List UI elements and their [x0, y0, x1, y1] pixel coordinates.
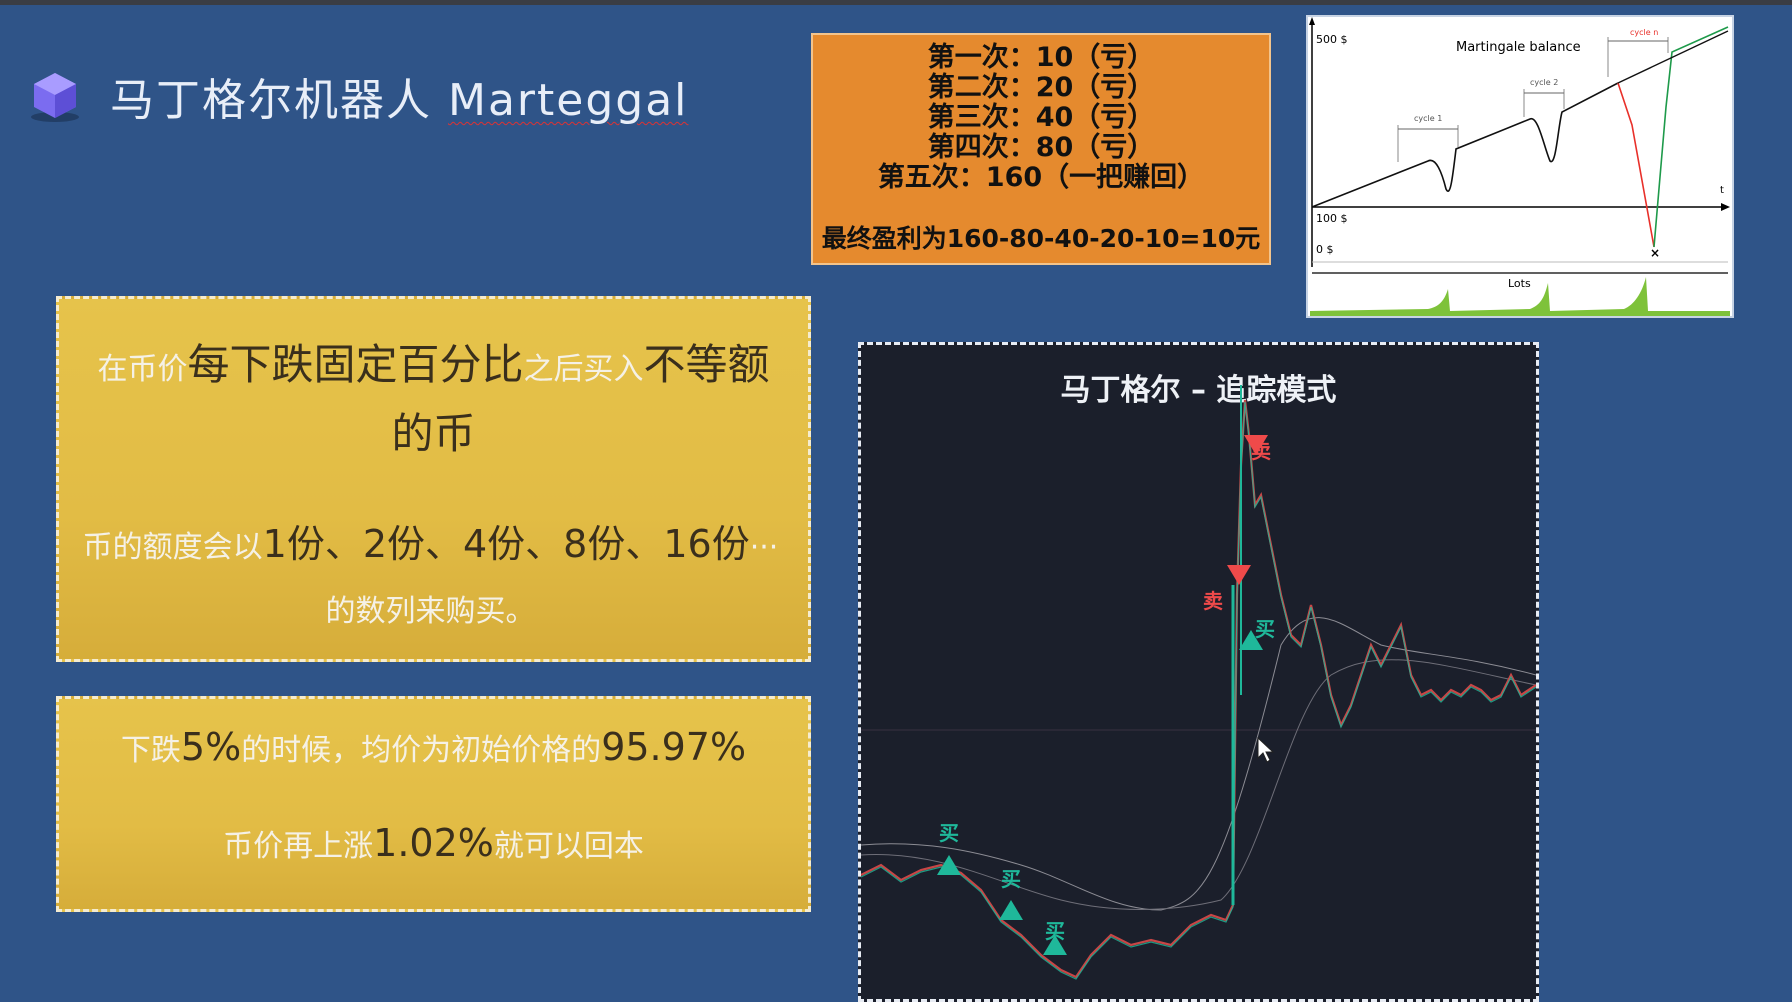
lots-label: Lots: [1508, 277, 1531, 290]
y-label-500: 500 $: [1316, 33, 1348, 46]
title-en: Marteggal: [448, 75, 689, 126]
svg-text:×: ×: [1650, 246, 1660, 260]
price-chart-svg: [861, 385, 1536, 980]
loss-line-1: 第一次：10（亏）: [927, 42, 1155, 73]
loss-line-4: 第四次：80（亏）: [927, 132, 1155, 163]
sell-marker-2: [1244, 435, 1268, 455]
sell-marker-1: [1227, 565, 1251, 585]
cycle-2-label: cycle 2: [1530, 78, 1558, 87]
page-title: 马丁格尔机器人 Marteggal: [110, 64, 688, 128]
sell-label-2: 卖: [1251, 439, 1271, 463]
top-bar: [0, 0, 1792, 5]
loss-line-2: 第二次：20（亏）: [927, 72, 1155, 103]
buy-marker-2: [999, 900, 1023, 920]
buy-marker-3: [1043, 935, 1067, 955]
sell-label-1: 卖: [1203, 589, 1223, 613]
win-line-5: 第五次：160（一把赚回）: [877, 162, 1205, 193]
example-line-2: 币价再上涨1.02%就可以回本: [223, 821, 644, 865]
mg-title: Martingale balance: [1456, 40, 1581, 55]
buy-label-4: 买: [1255, 617, 1275, 641]
strategy-paragraph-2: 币的额度会以1份、2份、4份、8份、16份···的数列来购买。: [82, 522, 779, 629]
x-label-t: t: [1720, 185, 1724, 196]
martingale-balance-diagram: 500 $ 100 $ 0 $ t Martingale balance × c…: [1306, 15, 1734, 318]
tracking-mode-chart: 马丁格尔 – 追踪模式 买 买 买 买 卖 卖: [858, 342, 1539, 1002]
buy-label-1: 买: [939, 821, 959, 845]
y-label-0: 0 $: [1316, 243, 1334, 256]
example-line-1: 下跌5%的时候，均价为初始价格的95.97%: [120, 725, 747, 769]
cycle-1-label: cycle 1: [1414, 114, 1442, 123]
title-cn: 马丁格尔机器人: [110, 75, 432, 126]
strategy-description-card: 在币价每下跌固定百分比之后买入不等额的币 币的额度会以1份、2份、4份、8份、1…: [56, 296, 811, 662]
loss-sequence-box: 第一次：10（亏） 第二次：20（亏） 第三次：40（亏） 第四次：80（亏） …: [811, 33, 1271, 265]
loss-line-3: 第三次：40（亏）: [927, 102, 1155, 133]
y-label-100: 100 $: [1316, 212, 1348, 225]
strategy-paragraph-1: 在币价每下跌固定百分比之后买入不等额的币: [97, 340, 770, 458]
buy-marker-1: [937, 855, 961, 875]
example-calculation-card: 下跌5%的时候，均价为初始价格的95.97% 币价再上涨1.02%就可以回本: [56, 696, 811, 912]
page-header: 马丁格尔机器人 Marteggal: [28, 64, 688, 128]
mouse-cursor-icon: [1257, 736, 1275, 763]
chart-title: 马丁格尔 – 追踪模式: [1060, 373, 1337, 408]
buy-marker-4: [1239, 630, 1263, 650]
final-profit-text: 最终盈利为160-80-40-20-10=10元: [821, 224, 1261, 253]
buy-label-2: 买: [1001, 867, 1021, 891]
buy-label-3: 买: [1045, 919, 1065, 943]
cube-icon: [28, 69, 82, 123]
cycle-n-label: cycle n: [1630, 28, 1658, 37]
